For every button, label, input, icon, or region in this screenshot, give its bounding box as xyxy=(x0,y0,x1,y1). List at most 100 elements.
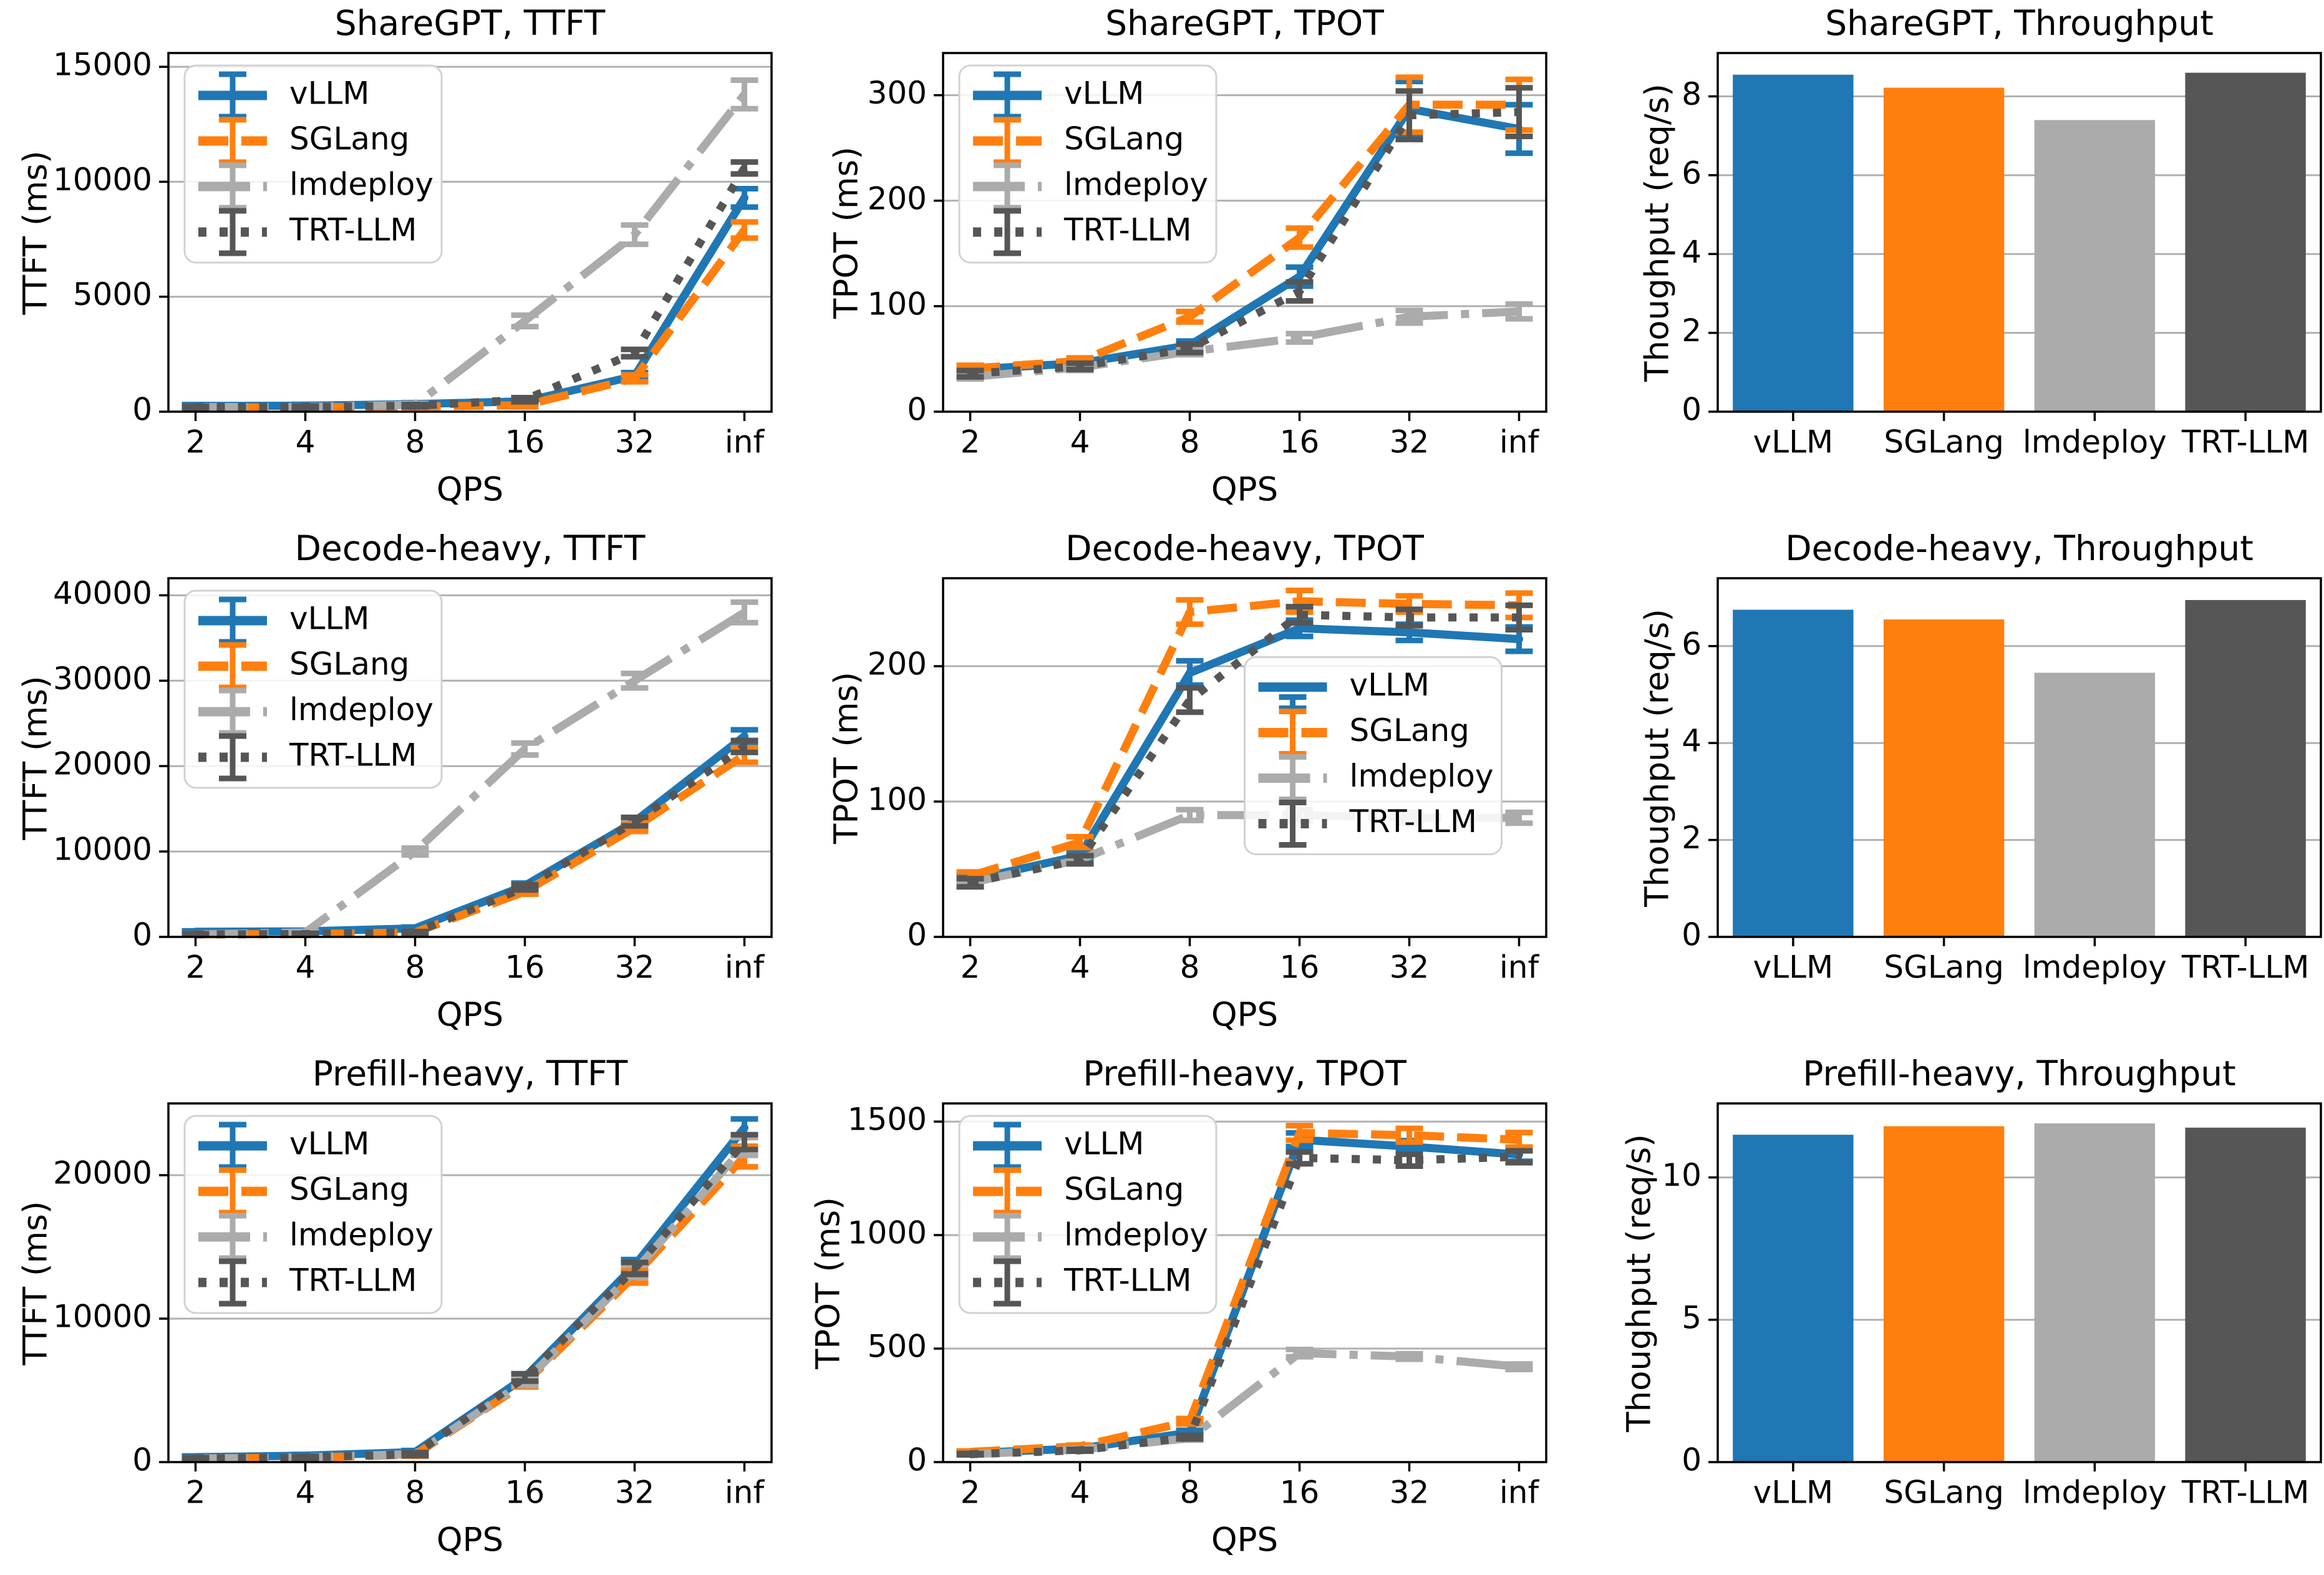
legend-label: lmdeploy xyxy=(1064,167,1208,203)
chart-decode-heavy-tpot: 2 4 8 16 32 inf 0 100 200 vLLM SGLang lmdeploy TRT-L… xyxy=(775,525,1549,1050)
bar-label: SGLang xyxy=(1884,949,2003,986)
x-tick-label: 16 xyxy=(1280,949,1320,986)
legend-label: lmdeploy xyxy=(289,692,433,728)
legend-label: TRT-LLM xyxy=(1063,1262,1192,1299)
y-tick-label: 2 xyxy=(1682,820,1702,856)
bar-lmdeploy xyxy=(2034,672,2156,937)
legend-box xyxy=(958,64,1218,264)
bar-SGLang xyxy=(1883,1126,2005,1462)
legend-label: SGLang xyxy=(289,1171,409,1208)
decode-heavy-ttft-plot: 2 4 8 16 32 inf 0 10000 20000 30000 40000 vLLM SGLan… xyxy=(53,575,773,986)
x-axis-label: QPS xyxy=(1211,996,1279,1034)
legend-label: SGLang xyxy=(289,121,409,157)
series-line-TRT-LLM xyxy=(195,1139,748,1463)
x-tick-label: inf xyxy=(725,949,765,986)
x-tick-label: 32 xyxy=(1390,949,1430,986)
sharegpt-ttft-plot: 2 4 8 16 32 inf 0 5000 10000 15000 vLLM SGLang lmdep… xyxy=(53,47,773,460)
series-line-TRT-LLM xyxy=(970,1153,1519,1458)
prefill-heavy-ttft-plot: 2 4 8 16 32 inf 0 10000 20000 vLLM SGLang lmdeploy T… xyxy=(53,1102,773,1511)
chart-title: Decode-heavy, Throughput xyxy=(1785,528,2254,568)
y-tick-label: 10000 xyxy=(53,1299,152,1335)
y-axis-label: TTFT (ms) xyxy=(16,1200,55,1365)
plot-border xyxy=(942,52,1547,413)
y-tick-label: 4 xyxy=(1682,234,1702,270)
x-tick-label: 4 xyxy=(1070,949,1090,986)
x-tick-label: 8 xyxy=(405,1475,425,1511)
plot-border xyxy=(942,577,1547,938)
bar-label: lmdeploy xyxy=(2023,1475,2167,1511)
series-line-TRT-LLM xyxy=(969,611,1519,887)
chart-sharegpt-ttft: 2 4 8 16 32 inf 0 5000 10000 15000 vLLM SGLang lmdep… xyxy=(0,0,775,525)
y-tick-label: 0 xyxy=(1682,917,1702,953)
bar-lmdeploy xyxy=(2034,120,2156,412)
y-tick-label: 100 xyxy=(868,286,927,322)
x-tick-label: 4 xyxy=(1070,424,1090,460)
bar-label: lmdeploy xyxy=(2023,424,2167,460)
y-tick-label: 200 xyxy=(868,646,927,682)
legend-label: vLLM xyxy=(289,1126,369,1162)
legend-label: TRT-LLM xyxy=(1063,212,1192,248)
legend-label: lmdeploy xyxy=(1350,758,1494,794)
legend: vLLM SGLang lmdeploy TRT-LLM xyxy=(958,64,1218,264)
y-tick-label: 4 xyxy=(1682,723,1702,759)
bar-label: vLLM xyxy=(1753,424,1833,460)
y-axis-label: TPOT (ms) xyxy=(827,671,866,844)
chart-prefill-heavy-throughput: vLLM SGLang lmdeploy TRT-LLM 0 5 10 Prefill-he… xyxy=(1549,1050,2324,1575)
x-tick-label: 2 xyxy=(186,1475,206,1511)
y-axis-label: Thoughput (req/s) xyxy=(1638,608,1677,907)
y-tick-label: 10 xyxy=(1662,1157,1702,1193)
y-axis-label: TTFT (ms) xyxy=(16,150,55,315)
y-tick-label: 6 xyxy=(1682,626,1702,662)
bar-SGLang xyxy=(1883,87,2005,412)
legend: vLLM SGLang lmdeploy TRT-LLM xyxy=(958,1115,1218,1314)
x-tick-label: inf xyxy=(725,1475,765,1511)
bar-label: TRT-LLM xyxy=(2181,949,2310,986)
legend-label: TRT-LLM xyxy=(289,1262,417,1299)
y-tick-label: 100 xyxy=(868,782,927,818)
x-tick-label: 32 xyxy=(1390,1475,1430,1511)
legend-label: vLLM xyxy=(289,75,369,112)
x-tick-label: 2 xyxy=(186,949,206,986)
x-tick-label: 4 xyxy=(296,424,316,460)
x-tick-label: 16 xyxy=(1280,424,1320,460)
x-tick-label: 4 xyxy=(296,1475,316,1511)
decode-heavy-tpot-plot: 2 4 8 16 32 inf 0 100 200 vLLM SGLang lmdeploy TRT-L… xyxy=(868,577,1547,986)
prefill-heavy-throughput-plot: vLLM SGLang lmdeploy TRT-LLM 0 5 10 xyxy=(1662,1102,2322,1511)
x-tick-label: inf xyxy=(1499,424,1540,460)
legend-label: vLLM xyxy=(289,601,369,637)
y-tick-label: 0 xyxy=(907,392,927,428)
y-tick-label: 0 xyxy=(907,1442,927,1478)
x-tick-label: 32 xyxy=(615,424,655,460)
prefill-heavy-tpot-plot: 2 4 8 16 32 inf 0 500 1000 1500 vLLM SGLang lmdeploy… xyxy=(848,1102,1547,1511)
bar-TRT-LLM xyxy=(2185,72,2306,412)
series-line-TRT-LLM xyxy=(195,165,748,412)
bar-label: SGLang xyxy=(1884,1475,2003,1511)
y-tick-label: 2 xyxy=(1682,313,1702,349)
y-tick-label: 20000 xyxy=(53,1155,152,1191)
x-tick-label: inf xyxy=(1499,1475,1540,1511)
x-axis-label: QPS xyxy=(436,1521,504,1559)
y-tick-label: 5000 xyxy=(73,276,152,313)
legend-label: vLLM xyxy=(1064,75,1144,112)
bar-label: vLLM xyxy=(1753,949,1833,986)
bar-TRT-LLM xyxy=(2185,599,2306,937)
sharegpt-tpot-plot: 2 4 8 16 32 inf 0 100 200 300 vLLM SGLang lmdeploy TR… xyxy=(868,52,1547,460)
legend-label: TRT-LLM xyxy=(289,212,417,248)
legend: vLLM SGLang lmdeploy TRT-LLM xyxy=(183,1115,443,1314)
chart-sharegpt-tpot: 2 4 8 16 32 inf 0 100 200 300 vLLM SGLang lmdeploy TR… xyxy=(775,0,1549,525)
y-tick-label: 0 xyxy=(1682,392,1702,428)
y-tick-label: 0 xyxy=(132,917,152,953)
y-tick-label: 0 xyxy=(132,392,152,428)
x-tick-label: 8 xyxy=(405,949,425,986)
plot-border xyxy=(167,577,773,938)
series-line-TRT-LLM xyxy=(195,743,747,939)
x-tick-label: 16 xyxy=(505,949,545,986)
legend-label: vLLM xyxy=(1064,1126,1144,1162)
x-tick-label: 16 xyxy=(505,1475,545,1511)
x-axis-label: QPS xyxy=(436,470,504,509)
legend-box xyxy=(183,64,443,264)
series-line-SGLang xyxy=(969,597,1519,880)
y-tick-label: 300 xyxy=(868,75,927,111)
y-axis-label: Thoughput (req/s) xyxy=(1638,83,1677,382)
